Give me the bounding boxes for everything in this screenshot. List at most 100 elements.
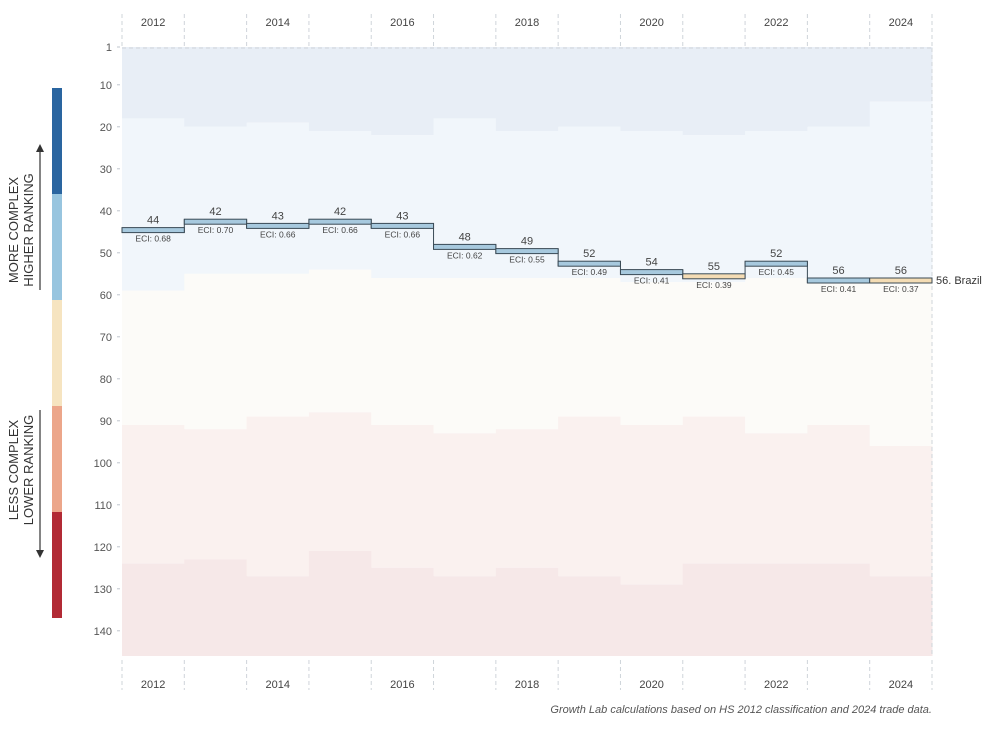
band-2-year-2021 [682, 282, 746, 417]
legend-segment-0 [52, 88, 62, 194]
band-3-year-2022 [745, 433, 808, 564]
rank-label-2017: 48 [459, 231, 471, 243]
y-tick-label: 60 [100, 290, 112, 302]
band-1-year-2017 [433, 118, 497, 279]
y-tick-label: 10 [100, 80, 112, 92]
band-0-year-2016 [371, 47, 435, 136]
band-1-year-2022 [745, 131, 808, 278]
band-0-year-2022 [745, 47, 808, 131]
eci-label-2013: ECI: 0.70 [198, 225, 234, 235]
band-1-year-2015 [308, 131, 372, 270]
rank-bar-2020 [619, 269, 684, 276]
eci-label-2022: ECI: 0.45 [759, 267, 795, 277]
band-0-year-2018 [495, 47, 559, 131]
band-2-year-2013 [184, 273, 248, 430]
x-axis-bottom: 2012 2014 2016 2018 2020 2022 2024 [141, 679, 913, 691]
rank-label-2013: 42 [209, 206, 221, 218]
band-3-year-2017 [433, 433, 497, 577]
band-2-year-2016 [371, 278, 435, 425]
y-tick-label: 90 [100, 416, 112, 428]
band-3-year-2015 [308, 412, 372, 551]
y-tick-label: 30 [100, 164, 112, 176]
band-0-year-2014 [246, 47, 310, 123]
band-4-year-2018 [495, 567, 559, 656]
legend-segment-1 [52, 194, 62, 300]
footnote: Growth Lab calculations based on HS 2012… [550, 704, 932, 716]
y-tick-label: 70 [100, 332, 112, 344]
x-year-label-bottom: 2024 [889, 679, 913, 691]
down-arrow-icon [36, 550, 44, 558]
eci-label-2019: ECI: 0.49 [572, 267, 608, 277]
x-year-label-top: 2020 [639, 17, 663, 29]
band-1-year-2020 [620, 131, 684, 283]
ranking-series: 44 ECI: 0.68 42 ECI: 0.70 43 ECI: 0.66 42 ECI: … [121, 206, 933, 294]
x-year-label-bottom: 2016 [390, 679, 414, 691]
band-0-year-2020 [620, 47, 684, 131]
band-2-year-2017 [433, 278, 497, 434]
x-year-label-top: 2018 [515, 17, 539, 29]
lower-title-line1: LESS COMPLEX [6, 419, 21, 520]
end-label: 56. Brazil [936, 275, 982, 287]
rank-label-2014: 43 [272, 210, 284, 222]
y-tick-label: 140 [94, 626, 112, 638]
rank-label-2012: 44 [147, 215, 159, 227]
band-2-year-2014 [246, 273, 310, 417]
x-year-label-top: 2024 [889, 17, 913, 29]
band-2-year-2024 [869, 282, 933, 446]
band-0-year-2023 [807, 47, 871, 127]
x-year-label-top: 2022 [764, 17, 788, 29]
band-1-year-2019 [558, 126, 621, 278]
band-4-year-2019 [558, 576, 621, 656]
band-4-year-2024 [869, 576, 933, 656]
rank-label-2023: 56 [832, 265, 844, 277]
upper-title-line2: HIGHER RANKING [21, 173, 36, 286]
complexity-legend: MORE COMPLEX HIGHER RANKING LESS COMPLEX… [6, 88, 62, 618]
band-1-year-2021 [682, 135, 746, 283]
band-2-year-2023 [807, 278, 871, 425]
band-4-year-2013 [184, 559, 248, 656]
band-1-year-2012 [122, 118, 185, 291]
y-tick-label: 20 [100, 122, 112, 134]
x-year-label-top: 2014 [266, 17, 290, 29]
legend-segment-4 [52, 512, 62, 618]
rank-bar-2022 [744, 260, 808, 267]
band-4-year-2017 [433, 576, 497, 656]
band-3-year-2012 [122, 425, 185, 564]
band-1-year-2016 [371, 135, 435, 278]
band-3-year-2019 [558, 416, 621, 577]
x-year-label-bottom: 2022 [764, 679, 788, 691]
eci-label-2020: ECI: 0.41 [634, 276, 670, 286]
rank-label-2018: 49 [521, 236, 533, 248]
legend-segment-3 [52, 406, 62, 512]
band-3-year-2016 [371, 425, 435, 568]
eci-label-2012: ECI: 0.68 [135, 234, 171, 244]
band-2-year-2012 [122, 290, 185, 425]
band-2-year-2022 [745, 278, 808, 434]
band-3-year-2014 [246, 416, 310, 577]
rank-label-2019: 52 [583, 248, 595, 260]
rank-bar-2021 [682, 273, 746, 280]
y-tick-label: 130 [94, 584, 112, 596]
rank-label-2024: 56 [895, 265, 907, 277]
rank-bar-2018 [495, 248, 559, 255]
y-tick-label: 120 [94, 542, 112, 554]
eci-label-2014: ECI: 0.66 [260, 229, 296, 239]
x-year-label-top: 2016 [390, 17, 414, 29]
eci-label-2018: ECI: 0.55 [509, 255, 545, 265]
rank-bar-2013 [183, 218, 248, 225]
band-4-year-2020 [620, 584, 684, 656]
band-4-year-2016 [371, 567, 435, 656]
x-year-label-bottom: 2014 [266, 679, 290, 691]
rank-bar-2017 [433, 243, 497, 250]
band-0-year-2019 [558, 47, 621, 127]
y-tick-label: 110 [94, 500, 112, 512]
rank-bar-2016 [370, 222, 435, 229]
band-3-year-2021 [682, 416, 746, 564]
band-1-year-2013 [184, 126, 248, 274]
band-4-year-2012 [122, 563, 185, 656]
band-0-year-2012 [122, 47, 185, 119]
grid-lines [121, 14, 933, 690]
rank-label-2020: 54 [645, 257, 657, 269]
band-0-year-2021 [682, 47, 746, 136]
